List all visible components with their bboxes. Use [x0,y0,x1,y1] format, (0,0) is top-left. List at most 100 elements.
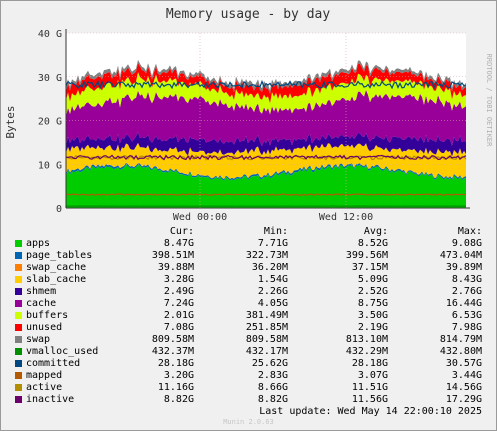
munin-version: Munin 2.0.63 [223,418,274,426]
legend-max: 432.80M [439,346,482,357]
legend-row-page-tables: page_tables 398.51M 322.73M 399.56M 473.04M [0,250,497,262]
legend-max: 473.04M [439,250,482,261]
legend-swatch [15,384,22,391]
legend-max: 6.53G [451,310,482,321]
legend-cur: 39.88M [157,262,194,273]
legend-name: slab_cache [26,274,87,285]
legend-name: active [26,382,63,393]
legend-max: 8.43G [451,274,482,285]
legend-swatch [15,300,22,307]
legend-row-swap-cache: swap_cache 39.88M 36.20M 37.15M 39.89M [0,262,497,274]
header-min: Min: [263,226,288,237]
legend-swatch [15,240,22,247]
legend-min: 4.05G [257,298,288,309]
y-tick-label: 0 [56,204,62,215]
area-unused [66,63,466,104]
area-shmem [66,132,466,157]
legend-row-shmem: shmem 2.49G 2.26G 2.52G 2.76G [0,286,497,298]
legend-row-buffers: buffers 2.01G 381.49M 3.50G 6.53G [0,310,497,322]
area-apps [66,164,466,208]
area-swap [66,59,466,94]
area-swap-cache [66,162,466,179]
legend-min: 2.26G [257,286,288,297]
y-tick-label: 20 G [38,117,62,128]
legend-max: 39.89M [445,262,482,273]
legend-row-slab-cache: slab_cache 3.28G 1.54G 5.09G 8.43G [0,274,497,286]
rrdtool-watermark: RRDTOOL / TOBI OETIKER [485,54,493,148]
legend-min: 8.66G [257,382,288,393]
legend-cur: 8.82G [163,394,194,405]
legend-min: 8.82G [257,394,288,405]
legend-row-mapped: mapped 3.20G 2.83G 3.07G 3.44G [0,370,497,382]
legend-min: 322.73M [245,250,288,261]
legend-max: 30.57G [445,358,482,369]
legend-avg: 8.52G [357,238,388,249]
y-tick-label: 10 G [38,160,62,171]
legend-row-vmalloc-used: vmalloc_used 432.37M 432.17M 432.29M 432.80M [0,346,497,358]
legend-max: 3.44G [451,370,482,381]
legend-min: 381.49M [245,310,288,321]
legend-min: 251.85M [245,322,288,333]
legend-min: 809.58M [245,334,288,345]
legend-avg: 813.10M [345,334,388,345]
area-page-tables [66,162,466,181]
legend-swatch [15,288,22,295]
line-inactive [65,154,467,161]
legend-max: 7.98G [451,322,482,333]
header-avg: Avg: [363,226,388,237]
legend-avg: 11.56G [351,394,388,405]
line-mapped [66,193,467,196]
legend-cur: 3.28G [163,274,194,285]
legend-min: 1.54G [257,274,288,285]
legend-cur: 11.16G [157,382,194,393]
memory-chart: Memory usage - by day Bytes RRDTOOL / TO… [4,7,493,223]
legend-cur: 432.37M [151,346,194,357]
legend-header-row: Cur: Min: Avg: Max: [0,226,497,238]
header-cur: Cur: [169,226,194,237]
legend-row-unused: unused 7.08G 251.85M 2.19G 7.98G [0,322,497,334]
last-update: Last update: Wed May 14 22:00:10 2025 [259,406,482,417]
legend-avg: 28.18G [351,358,388,369]
legend-avg: 3.50G [357,310,388,321]
legend-swatch [15,372,22,379]
legend-max: 14.56G [445,382,482,393]
legend-min: 432.17M [245,346,288,357]
legend-swatch [15,264,22,271]
legend-cur: 7.08G [163,322,194,333]
legend-name: cache [26,298,57,309]
legend-avg: 432.29M [345,346,388,357]
legend-cur: 28.18G [157,358,194,369]
legend-name: mapped [26,370,63,381]
legend-name: shmem [26,286,57,297]
legend-name: apps [26,238,51,249]
legend-name: committed [26,358,81,369]
legend-cur: 7.24G [163,298,194,309]
legend-avg: 11.51G [351,382,388,393]
legend-swatch [15,312,22,319]
area-buffers [66,72,466,116]
legend-avg: 3.07G [357,370,388,381]
legend-swatch [15,336,22,343]
legend-name: unused [26,322,63,333]
legend-avg: 399.56M [345,250,388,261]
legend-max: 814.79M [439,334,482,345]
legend-row-committed: committed 28.18G 25.62G 28.18G 30.57G [0,358,497,370]
x-tick-label: Wed 00:00 [173,212,227,223]
legend-row-swap: swap 809.58M 809.58M 813.10M 814.79M [0,334,497,346]
legend-cur: 809.58M [151,334,194,345]
legend-max: 17.29G [445,394,482,405]
legend-row-inactive: inactive 8.82G 8.82G 11.56G 17.29G [0,394,497,406]
line-committed [65,79,467,90]
legend-cur: 2.01G [163,310,194,321]
y-tick-label: 30 G [38,73,62,84]
header-max: Max: [457,226,482,237]
legend-cur: 8.47G [163,238,194,249]
legend-row-cache: cache 7.24G 4.05G 8.75G 16.44G [0,298,497,310]
legend-avg: 5.09G [357,274,388,285]
legend-max: 2.76G [451,286,482,297]
legend-swatch [15,252,22,259]
area-cache [66,89,466,146]
legend-avg: 37.15M [351,262,388,273]
legend-cur: 3.20G [163,370,194,381]
legend-name: swap_cache [26,262,87,273]
